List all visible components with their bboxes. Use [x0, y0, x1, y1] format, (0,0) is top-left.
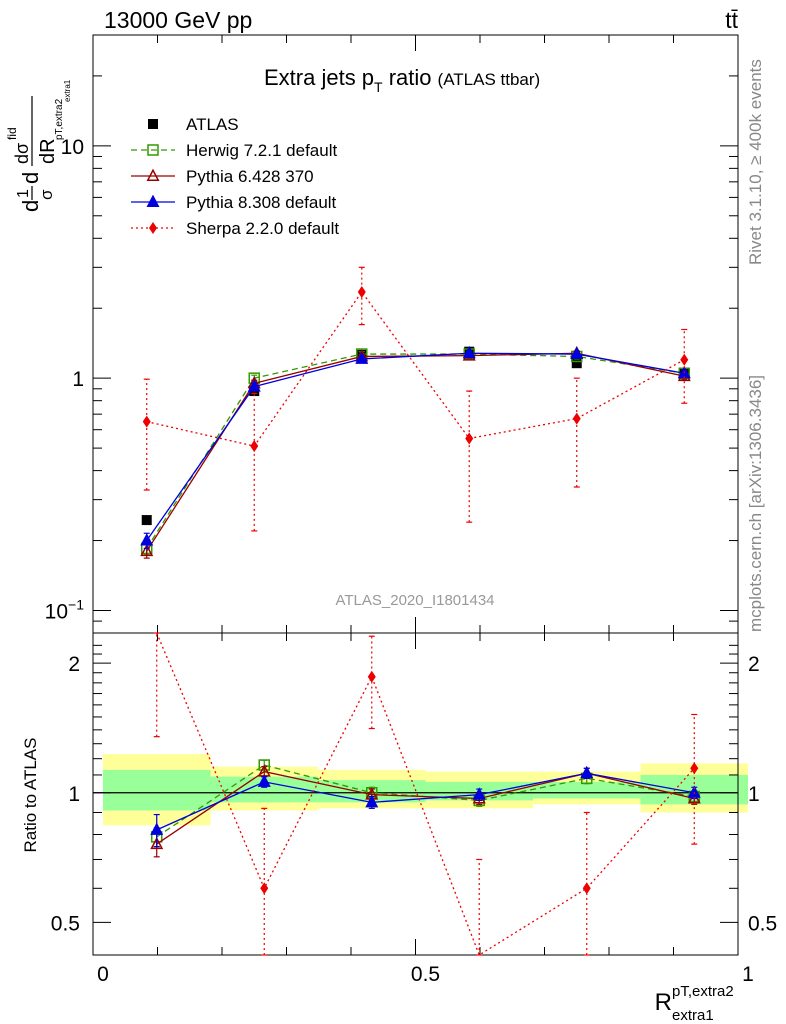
ratio-y-tick-label: 1: [68, 783, 80, 806]
legend-label: ATLAS: [186, 115, 239, 134]
legend-label: Pythia 6.428 370: [186, 167, 314, 186]
uncertainty-band-green: [103, 769, 211, 811]
ylabel-d: d: [18, 200, 43, 212]
chart-title: Extra jets pT ratio (ATLAS ttbar): [264, 65, 540, 95]
data-point: [572, 412, 581, 425]
ylabel-d2: d: [18, 172, 43, 184]
series-2: [140, 345, 691, 559]
data-point: [142, 415, 151, 428]
legend-item: Pythia 8.308 default: [131, 193, 337, 212]
series-line: [146, 352, 685, 552]
data-point: [465, 432, 474, 445]
data-point: [687, 785, 701, 798]
series-3: [140, 345, 691, 550]
data-point: [690, 762, 699, 775]
legend-marker: [146, 194, 160, 207]
y-tick-label: 10: [61, 136, 84, 159]
data-point: [141, 515, 152, 526]
data-point: [462, 345, 476, 359]
ylabel-sigma: σ: [37, 189, 56, 200]
series-line: [146, 353, 685, 549]
ylabel-num: 1: [15, 189, 32, 198]
legend-item: Herwig 7.2.1 default: [131, 141, 337, 160]
series-4: [142, 266, 689, 532]
y-tick-label: 1: [72, 368, 84, 391]
series-line: [146, 290, 685, 447]
chart-title-note: (ATLAS ttbar): [438, 70, 541, 89]
ylabel-dsigma: dσ: [12, 143, 32, 164]
xlabel-sub: extra1: [672, 1007, 714, 1024]
data-point: [357, 285, 366, 298]
data-point: [150, 822, 164, 835]
analysis-label: ATLAS_2020_I1801434: [335, 592, 494, 609]
xlabel-main: R: [655, 989, 672, 1016]
data-point: [580, 765, 594, 779]
ratio-y-tick-label-right: 1: [748, 783, 760, 806]
ylabel-dR: dR: [37, 138, 59, 164]
ratio-y-tick-label: 2: [68, 653, 80, 676]
series-line: [156, 770, 695, 845]
series-1: [140, 348, 691, 555]
data-point: [472, 787, 486, 800]
data-point: [582, 882, 591, 895]
series-line: [146, 352, 685, 541]
ratio-series: [150, 632, 701, 956]
x-tick-label: 0.5: [411, 963, 440, 986]
x-tick-label: 0: [97, 963, 109, 986]
data-point: [257, 774, 271, 787]
legend-item: ATLAS: [148, 115, 239, 134]
legend-marker: [148, 119, 158, 129]
data-point: [140, 533, 154, 546]
energy-label: 13000 GeV pp: [104, 7, 252, 33]
ylabel-sub: extra1: [63, 79, 72, 102]
data-point: [571, 358, 582, 369]
data-point: [680, 353, 689, 366]
rivet-label: Rivet 3.1.10, ≥ 400k events: [746, 59, 765, 265]
y-tick-exponent: −1: [68, 596, 84, 612]
legend-marker: [146, 168, 160, 181]
legend-label: Herwig 7.2.1 default: [186, 141, 337, 160]
data-point: [260, 882, 269, 895]
chart-title-subscript: T: [374, 79, 383, 95]
chart-title-rest: ratio: [383, 65, 432, 90]
series-line: [156, 772, 695, 831]
legend: ATLAS Herwig 7.2.1 default Pythia 6.428 37…: [131, 115, 339, 238]
xlabel-sup: pT,extra2: [672, 983, 734, 1000]
data-point: [250, 440, 259, 453]
legend-label: Pythia 8.308 default: [186, 193, 337, 212]
ratio-y-tick-label-right: 0.5: [748, 912, 777, 935]
data-point: [247, 379, 261, 392]
data-point: [150, 836, 164, 850]
series-0: [141, 346, 690, 526]
legend-item: Pythia 6.428 370: [131, 167, 314, 186]
legend-marker: [149, 222, 157, 234]
ratio-y-tick-label-right: 2: [748, 653, 760, 676]
ylabel-sup: pT,extra2: [54, 98, 65, 140]
data-point: [367, 670, 376, 683]
ratio-y-tick-label: 0.5: [51, 912, 80, 935]
legend-label: Sherpa 2.2.0 default: [186, 219, 339, 238]
data-point: [365, 795, 379, 808]
legend-item: Sherpa 2.2.0 default: [131, 219, 339, 238]
y-tick-label: 10−1: [45, 596, 85, 623]
data-point: [140, 543, 154, 557]
series-3: [153, 632, 699, 956]
series-line: [156, 632, 695, 956]
legend-marker: [147, 144, 159, 156]
ylabel-fid: fid: [5, 127, 19, 140]
ratio-y-label: Ratio to ATLAS: [21, 738, 40, 853]
data-point: [355, 351, 369, 364]
data-point: [570, 346, 584, 360]
ratio-panel: 0.5 0.5 1 1 2 2 0 0.5 1 Ratio to ATLAS R pT,extra2 e…: [21, 632, 777, 1024]
uncertainty-band-green: [533, 781, 641, 799]
process-label: tt̄: [725, 7, 738, 33]
x-tick-label: 1: [742, 963, 754, 986]
mcplots-label: mcplots.cern.ch [arXiv:1306.3436]: [746, 375, 765, 632]
